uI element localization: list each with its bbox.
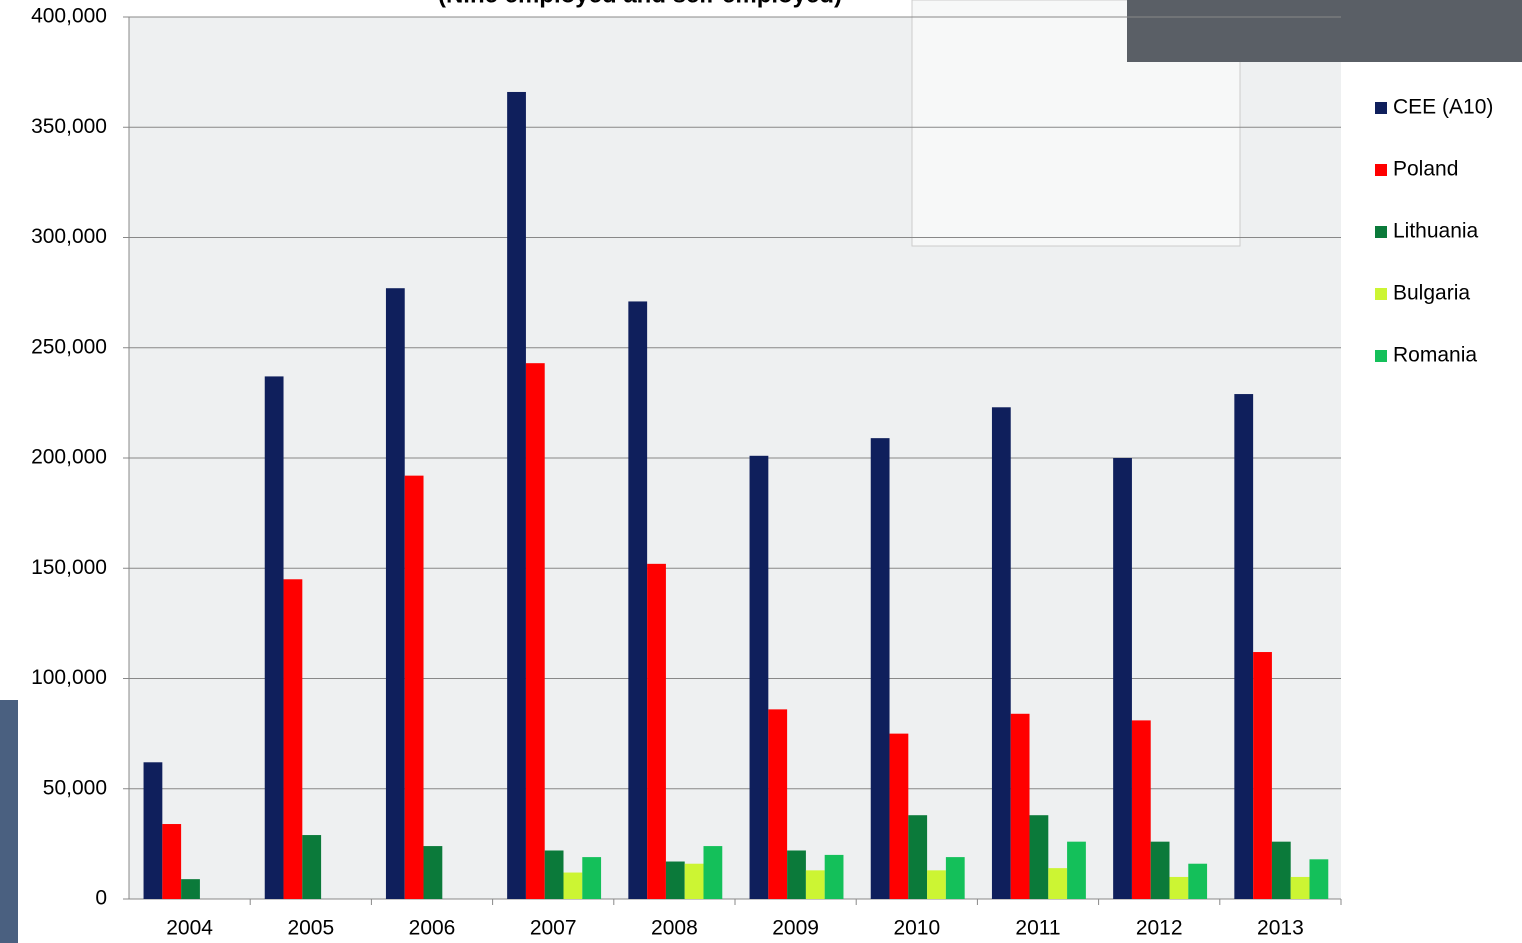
x-tick-label: 2005 bbox=[287, 917, 334, 940]
bar bbox=[665, 861, 685, 899]
y-tick-label: 300,000 bbox=[31, 225, 107, 248]
bar bbox=[1169, 876, 1189, 899]
x-tick-label: 2008 bbox=[651, 917, 698, 940]
photo bbox=[1127, 0, 1522, 62]
bar bbox=[824, 854, 844, 899]
bar bbox=[1010, 713, 1030, 899]
legend-label: Bulgaria bbox=[1393, 282, 1470, 305]
bar bbox=[1048, 868, 1068, 899]
bar bbox=[404, 475, 424, 899]
y-tick-label: 150,000 bbox=[31, 556, 107, 579]
y-tick-label: 0 bbox=[95, 887, 107, 910]
legend-swatch bbox=[1375, 350, 1387, 362]
bar bbox=[1309, 859, 1329, 899]
legend-label: Lithuania bbox=[1393, 220, 1479, 243]
bar bbox=[525, 363, 545, 899]
legend-swatch bbox=[1375, 226, 1387, 238]
bar bbox=[1067, 841, 1086, 899]
legend-swatch bbox=[1375, 164, 1387, 176]
bar bbox=[628, 301, 648, 899]
bar bbox=[1150, 841, 1170, 899]
bar bbox=[563, 872, 583, 899]
bar bbox=[143, 762, 163, 899]
bar bbox=[945, 857, 965, 899]
bar bbox=[768, 709, 788, 899]
bar bbox=[908, 815, 928, 899]
x-tick-label: 2007 bbox=[530, 917, 577, 940]
bar bbox=[1290, 876, 1310, 899]
bar bbox=[423, 846, 443, 899]
x-tick-label: 2004 bbox=[166, 917, 213, 940]
bar bbox=[507, 91, 526, 900]
x-tick-label: 2006 bbox=[409, 917, 456, 940]
bar bbox=[264, 376, 284, 899]
bar bbox=[684, 863, 704, 899]
y-tick-label: 400,000 bbox=[31, 5, 107, 28]
legend-label: CEE (A10) bbox=[1393, 96, 1493, 119]
bar bbox=[889, 733, 909, 899]
bar bbox=[1131, 720, 1151, 899]
legend-swatch bbox=[1375, 288, 1387, 300]
x-tick-label: 2012 bbox=[1136, 917, 1183, 940]
bar bbox=[1234, 394, 1254, 899]
y-tick-label: 50,000 bbox=[43, 776, 107, 799]
x-tick-label: 2010 bbox=[893, 917, 940, 940]
bar bbox=[647, 563, 666, 899]
bar bbox=[805, 870, 825, 899]
y-tick-label: 250,000 bbox=[31, 335, 107, 358]
bar bbox=[302, 835, 322, 899]
legend-swatch bbox=[1375, 102, 1387, 114]
bar bbox=[544, 850, 564, 899]
bar bbox=[162, 824, 182, 899]
bar bbox=[991, 407, 1011, 899]
bar bbox=[1188, 863, 1208, 899]
y-tick-label: 200,000 bbox=[31, 446, 107, 469]
legend-label: Romania bbox=[1393, 344, 1477, 367]
legend-label: Poland bbox=[1393, 158, 1458, 181]
y-tick-label: 350,000 bbox=[31, 115, 107, 138]
chart-title: (Nine employed and self-employed) bbox=[438, 0, 842, 8]
bar bbox=[283, 579, 303, 899]
bar bbox=[1253, 652, 1272, 899]
y-tick-label: 100,000 bbox=[31, 666, 107, 689]
x-tick-label: 2013 bbox=[1257, 917, 1304, 940]
bar bbox=[749, 455, 769, 899]
bar bbox=[703, 846, 723, 899]
bar bbox=[582, 857, 602, 899]
bar bbox=[385, 288, 405, 900]
x-tick-label: 2009 bbox=[772, 917, 819, 940]
bar bbox=[1029, 815, 1049, 899]
bar bbox=[1113, 458, 1132, 899]
bar bbox=[1271, 841, 1291, 899]
bar bbox=[181, 879, 200, 899]
photo bbox=[0, 700, 18, 943]
x-tick-label: 2011 bbox=[1015, 917, 1060, 940]
bar bbox=[927, 870, 946, 899]
bar bbox=[870, 438, 890, 899]
bar bbox=[787, 850, 806, 899]
